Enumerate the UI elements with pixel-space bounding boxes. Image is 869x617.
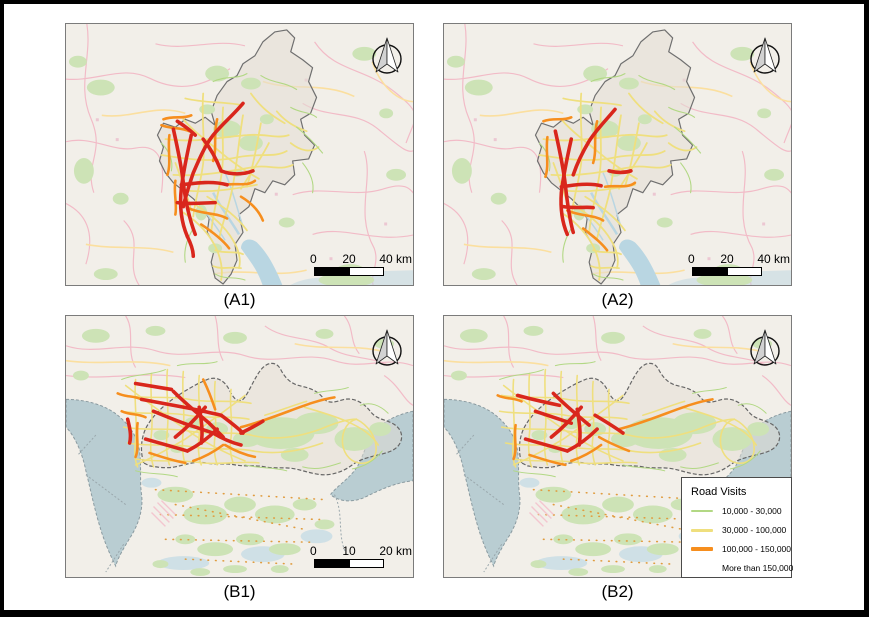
scale-bar-graphic <box>692 267 762 276</box>
scale-bar-graphic <box>314 267 384 276</box>
road-visits-legend: Road Visits 10,000 - 30,000 30,000 - 100… <box>681 477 793 578</box>
legend-label: More than 150,000 <box>722 563 794 573</box>
legend-label: 100,000 - 150,000 <box>722 544 792 554</box>
road-network-highest <box>515 391 625 453</box>
road-network-high <box>496 394 714 467</box>
road-network-highest <box>125 381 265 453</box>
north-arrow-icon <box>750 329 780 366</box>
scale-tick: 0 <box>688 252 695 266</box>
panel-caption-b1: (B1) <box>223 582 256 601</box>
legend-item: More than 150,000 <box>691 563 793 573</box>
scale-tick: 0 <box>310 544 317 558</box>
map-panel-b2: Road Visits 10,000 - 30,000 30,000 - 100… <box>443 315 793 578</box>
scale-tick: 20 <box>720 252 734 266</box>
legend-line-swatch <box>691 546 713 552</box>
scale-tick: 40 km <box>379 252 412 266</box>
legend-label: 30,000 - 100,000 <box>722 525 787 535</box>
scale-bar: 0 20 40 km <box>310 252 412 276</box>
legend-item: 10,000 - 30,000 <box>691 506 787 516</box>
scale-tick: 0 <box>310 252 317 266</box>
legend-item: 30,000 - 100,000 <box>691 525 787 535</box>
map-panel-b1: 0 10 20 km <box>65 315 414 578</box>
scale-bar-graphic <box>314 559 384 568</box>
road-network-highest <box>553 107 633 237</box>
north-arrow-icon <box>372 329 402 366</box>
legend-title: Road Visits <box>691 486 747 498</box>
north-arrow-icon <box>372 37 402 74</box>
road-network-high <box>116 378 336 465</box>
panel-caption-b2: (B2) <box>601 582 634 601</box>
panel-caption-a1: (A1) <box>223 290 256 309</box>
scale-tick: 10 <box>342 544 356 558</box>
north-arrow-icon <box>750 37 780 74</box>
scale-tick: 20 km <box>379 544 412 558</box>
legend-line-swatch <box>691 510 713 512</box>
map-panel-a1: 0 20 40 km <box>65 23 414 286</box>
road-network-highest <box>171 101 255 259</box>
legend-item: 100,000 - 150,000 <box>691 544 791 554</box>
scale-tick: 40 km <box>757 252 790 266</box>
map-panel-a2: 0 20 40 km <box>443 23 792 286</box>
scale-bar: 0 10 20 km <box>310 544 412 568</box>
legend-line-swatch <box>691 528 713 532</box>
panel-caption-a2: (A2) <box>601 290 634 309</box>
scale-bar: 0 20 40 km <box>688 252 790 276</box>
scale-tick: 20 <box>342 252 356 266</box>
legend-label: 10,000 - 30,000 <box>722 506 782 516</box>
